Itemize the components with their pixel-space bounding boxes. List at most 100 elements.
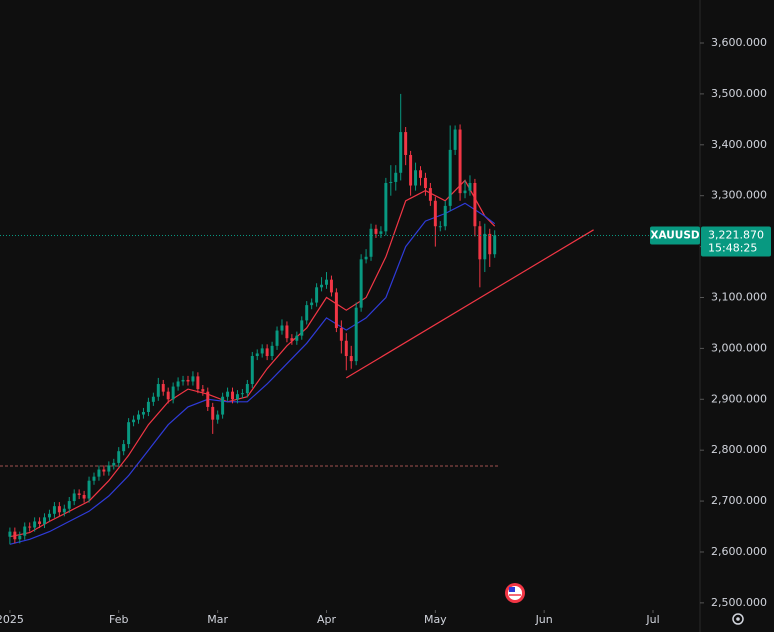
y-tick-label: 2,800.000 bbox=[711, 443, 767, 456]
candle-body bbox=[483, 233, 487, 260]
y-tick-label: 3,100.000 bbox=[711, 290, 767, 303]
candle-body bbox=[97, 469, 101, 477]
candle-body bbox=[8, 531, 12, 537]
candle-body bbox=[344, 340, 348, 357]
candle-body bbox=[379, 231, 383, 234]
candle-body bbox=[117, 451, 121, 463]
candle-body bbox=[201, 389, 205, 392]
price-label-bg bbox=[701, 226, 771, 257]
candle-body bbox=[206, 391, 210, 407]
trend-line bbox=[345, 229, 594, 379]
candle-body bbox=[240, 393, 244, 395]
candle-body bbox=[82, 494, 86, 499]
candle-body bbox=[280, 325, 284, 331]
y-tick-label: 2,900.000 bbox=[711, 392, 767, 405]
candle-body bbox=[275, 330, 279, 346]
candle-body bbox=[389, 181, 393, 183]
candle-body bbox=[458, 129, 462, 194]
candle-body bbox=[67, 501, 71, 509]
candle-body bbox=[102, 469, 106, 472]
candle-body bbox=[122, 444, 126, 452]
candle-body bbox=[127, 422, 131, 445]
candle-body bbox=[320, 284, 324, 288]
candle-body bbox=[419, 170, 422, 178]
candle-body bbox=[453, 129, 457, 150]
candle-body bbox=[349, 356, 353, 362]
candle-body bbox=[334, 292, 338, 329]
candle-body bbox=[315, 287, 319, 303]
x-tick-label: Jul bbox=[645, 613, 659, 626]
candle-body bbox=[146, 401, 150, 413]
candle-body bbox=[151, 396, 155, 402]
countdown-label: 15:48:25 bbox=[708, 241, 757, 254]
candle-body bbox=[13, 531, 17, 540]
symbol-label: XAUUSD bbox=[650, 229, 700, 241]
candle-body bbox=[295, 335, 299, 341]
candle-body bbox=[226, 391, 230, 397]
candle-body bbox=[43, 517, 47, 524]
candle-body bbox=[255, 353, 259, 357]
candle-body bbox=[290, 338, 294, 341]
candle-body bbox=[493, 235, 497, 255]
symbol-label-bg bbox=[650, 226, 700, 245]
candle-body bbox=[18, 535, 22, 540]
x-tick-label: Mar bbox=[207, 613, 228, 626]
settings-icon bbox=[732, 613, 744, 625]
candle-body bbox=[47, 513, 51, 518]
candle-body bbox=[107, 465, 111, 472]
candle-body bbox=[191, 376, 195, 382]
candle-body bbox=[433, 200, 437, 227]
y-tick-label: 3,000.000 bbox=[711, 341, 767, 354]
settings-dot bbox=[736, 617, 740, 621]
candle-body bbox=[52, 506, 56, 514]
settings-button[interactable] bbox=[732, 613, 744, 625]
candle-body bbox=[166, 391, 170, 400]
candle-body bbox=[339, 328, 343, 341]
candle-body bbox=[468, 182, 472, 191]
candle-body bbox=[235, 394, 239, 400]
candle-body bbox=[359, 259, 363, 308]
candle-body bbox=[132, 419, 136, 423]
candle-body bbox=[325, 279, 328, 285]
candle-body bbox=[186, 379, 190, 382]
candle-body bbox=[488, 233, 492, 255]
candle-body bbox=[137, 414, 140, 420]
candle-body bbox=[399, 132, 403, 173]
candle-body bbox=[448, 149, 452, 206]
candle-body bbox=[171, 386, 175, 400]
candle-body bbox=[221, 396, 225, 415]
moving-average bbox=[9, 202, 496, 545]
candle-body bbox=[92, 476, 96, 481]
candle-body bbox=[57, 506, 61, 513]
x-tick-label: May bbox=[424, 613, 447, 626]
candle-body bbox=[423, 177, 427, 189]
candle-body bbox=[409, 154, 413, 186]
x-tick-label: 2025 bbox=[0, 613, 24, 626]
candle-body bbox=[23, 526, 27, 536]
candle-body bbox=[285, 325, 289, 339]
candle-body bbox=[384, 182, 388, 232]
y-tick-label: 3,500.000 bbox=[711, 87, 767, 100]
y-tick-label: 3,300.000 bbox=[711, 189, 767, 202]
candle-body bbox=[141, 412, 145, 415]
candle-body bbox=[112, 462, 116, 466]
y-tick-label: 3,600.000 bbox=[711, 36, 767, 49]
candle-body bbox=[310, 302, 314, 306]
y-tick-label: 2,700.000 bbox=[711, 494, 767, 507]
candle-body bbox=[270, 345, 274, 357]
candle-body bbox=[161, 384, 165, 392]
candle-body bbox=[72, 493, 76, 502]
candle-body bbox=[62, 508, 66, 513]
event-flag[interactable] bbox=[505, 583, 525, 603]
candle-body bbox=[300, 320, 304, 336]
candle-body bbox=[265, 348, 269, 357]
candle-body bbox=[260, 348, 264, 354]
candle-body bbox=[354, 307, 358, 362]
moving-average bbox=[9, 179, 496, 538]
candle-body bbox=[33, 521, 37, 528]
y-tick-label: 2,600.000 bbox=[711, 545, 767, 558]
candle-body bbox=[305, 305, 309, 321]
